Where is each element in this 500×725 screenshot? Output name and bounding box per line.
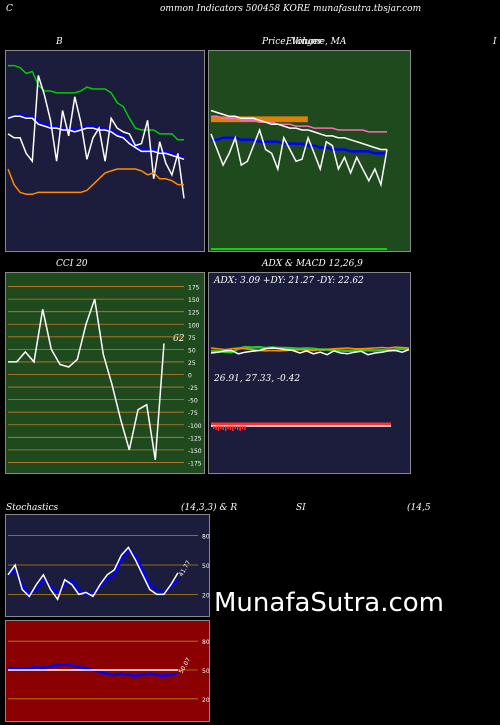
chart2-tick-label: -50	[188, 398, 198, 405]
cci-title: CCI 20	[56, 259, 88, 269]
chart3-series-0-line	[210, 345, 410, 354]
chart2-tick-label: -25	[188, 385, 198, 392]
adx-values: ADX: 3.09 +DY: 21.27 -DY: 22.62	[214, 276, 364, 286]
chart4-series-1-line	[7, 546, 179, 601]
macd-histogram-bar	[237, 426, 239, 430]
header-title: ommon Indicators 500458 KORE munafasutra…	[160, 4, 422, 14]
macd-histogram-bar	[222, 426, 224, 430]
chart2-tick-label: -175	[188, 460, 202, 467]
adx-panel	[208, 272, 411, 474]
chart2-tick-label: -125	[188, 435, 202, 442]
si-panel	[5, 620, 210, 722]
macd-histogram-bar	[232, 426, 234, 431]
right-edge-label: I	[493, 37, 497, 47]
chart0-series-2-line	[7, 115, 185, 161]
chart2-tick-label: 50	[188, 347, 196, 354]
macd-histogram-bar	[241, 426, 244, 429]
cci-current-label: 62	[173, 334, 185, 344]
price-panel	[208, 50, 411, 252]
chart2-tick-label: 100	[188, 322, 200, 329]
chart5-value-label: 50.07	[178, 656, 193, 675]
stoch-panel	[5, 514, 210, 617]
header-left: C	[6, 4, 13, 14]
macd-histogram-bar	[213, 426, 215, 429]
cci-panel	[5, 272, 205, 474]
macd-histogram-bar	[239, 426, 241, 431]
chart1-series-1-line	[210, 109, 387, 151]
chart2-tick-label: 75	[188, 335, 196, 342]
chart1-series-0-line	[211, 115, 387, 133]
chart1-band	[211, 116, 308, 123]
si-title: SI	[296, 503, 306, 513]
chart1-series-3-line	[210, 127, 388, 188]
price-overlap-text: Ellinger	[286, 37, 323, 47]
chart2-tick-label: 0	[188, 373, 192, 380]
chart4-tick-label: 20	[202, 592, 210, 599]
macd-histogram-bar	[225, 426, 227, 431]
chart2-tick-label: -100	[188, 423, 202, 430]
chart2-tick-label: -150	[188, 448, 202, 455]
chart4-series-0-line	[7, 548, 179, 597]
stoch-title: Stochastics	[6, 503, 59, 513]
chart2-tick-label: 125	[188, 310, 200, 317]
price-title: Price, Volume, MA	[262, 37, 347, 47]
chart3-series-2-line	[210, 347, 410, 356]
chart2-tick-label: 175	[188, 285, 200, 292]
chart4-tick-label: 50	[202, 563, 210, 570]
stoch-params: (14,3,3) & R	[181, 503, 238, 513]
watermark: MunafaSutra.com	[214, 588, 445, 618]
chart4-value-label: 41.77	[178, 559, 193, 578]
chart5-tick-label: 50	[202, 668, 210, 675]
chart2-series-0-line	[8, 298, 165, 461]
chart2-tick-label: -75	[188, 410, 198, 417]
macd-histogram-bar	[227, 426, 229, 429]
macd-histogram-bar	[220, 426, 222, 429]
macd-histogram-bar	[244, 426, 246, 430]
chart2-tick-label: 25	[188, 360, 196, 367]
si-params: (14,5	[407, 503, 431, 513]
chart0-series-4-line	[7, 168, 184, 196]
chart1-series-2-line	[211, 136, 387, 155]
chart5-tick-label: 80	[202, 639, 210, 646]
adx-title: ADX & MACD 12,26,9	[262, 259, 363, 269]
chart0-series-1-line	[7, 113, 185, 159]
chart2-tick-label: 150	[188, 297, 200, 304]
chart3-series-1-line	[210, 346, 410, 352]
chart4-tick-label: 80	[202, 534, 210, 541]
macd-histogram-bar	[234, 426, 236, 429]
macd-histogram-bar	[229, 426, 232, 430]
chart5-tick-label: 20	[202, 697, 210, 704]
macd-histogram-bar	[217, 426, 220, 431]
macd-histogram-bar	[215, 426, 217, 430]
bollinger-title: B	[56, 37, 63, 47]
chart0-series-3-line	[7, 75, 185, 199]
macd-values: 26.91, 27.33, -0.42	[214, 374, 301, 384]
